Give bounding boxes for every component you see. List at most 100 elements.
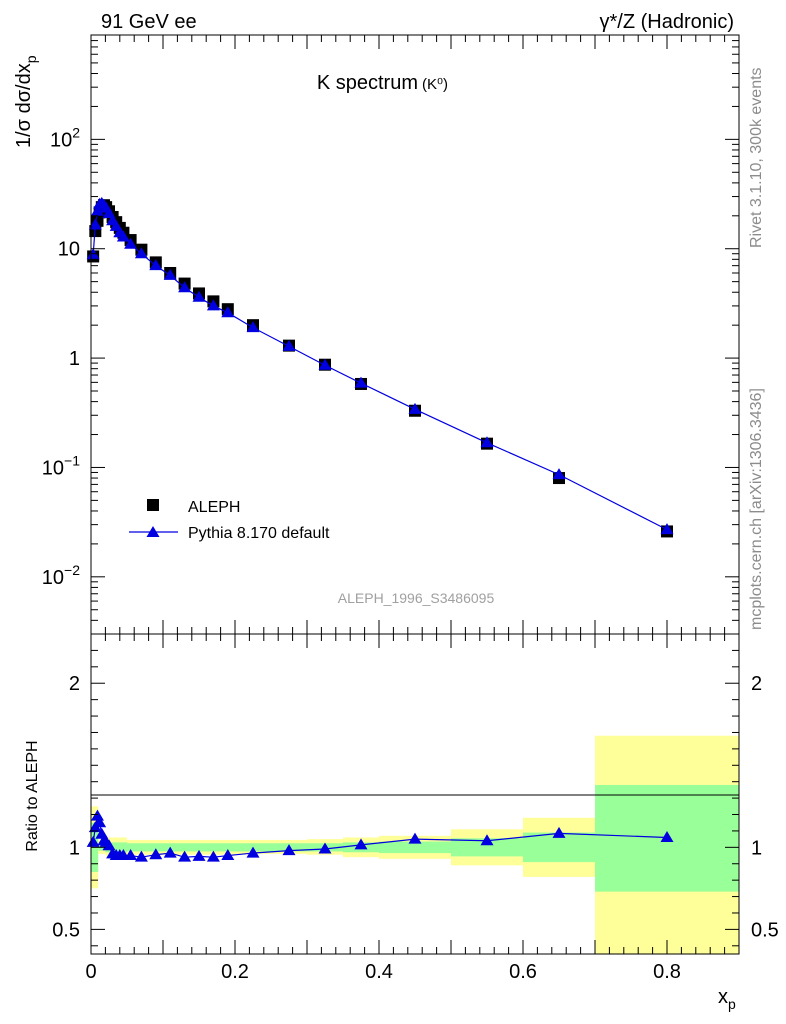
header-process-label: γ*/Z (Hadronic) [600,11,734,33]
ratio-data-layer [86,809,674,862]
band-green [127,843,235,852]
pythia-point [116,230,130,242]
ratio-point [178,850,192,862]
x-tick-label: 0 [85,961,96,983]
x-tick-label: 0.8 [653,961,681,983]
y-tick-label: 10−1 [42,452,80,479]
ratio-y-tick-label-right: 0.5 [751,919,779,941]
ratio-y-tick-labels: 0.5 0.5 1 1 2 2 [52,673,779,941]
x-axis-label: xp [718,986,736,1012]
pythia-point [282,339,296,351]
ratio-point [246,846,260,858]
spectrum-axis-ticks [90,34,740,635]
y-tick-label: 102 [50,124,80,151]
spectrum-data-layer [86,196,674,538]
pythia-point [206,299,220,311]
pythia-point [660,523,674,535]
ratio-point [552,826,566,838]
ratio-point [480,834,494,846]
pythia-point [246,321,260,333]
ratio-y-tick-label-left: 2 [69,673,80,695]
pythia-point [134,247,148,259]
ratio-point [221,849,235,861]
pythia-point [480,436,494,448]
ratio-point [660,830,674,842]
pythia-line [92,202,668,531]
svg-text:1/σ dσ/dxp: 1/σ dσ/dxp [13,55,39,148]
ratio-y-tick-label-left: 0.5 [52,919,80,941]
pythia-point [90,204,104,216]
mcplots-reference-label: mcplots.cern.ch [arXiv:1306.3436] [748,388,765,630]
spectrum-y-label: 1/σ dσ/dxp [13,55,39,148]
ratio-point [163,846,177,858]
ratio-point [149,848,163,860]
y-tick-base: 10 [50,129,72,151]
chart-title: K spectrum [317,72,418,94]
band-green [235,843,307,852]
pythia-point [318,358,332,370]
ratio-point [93,816,107,828]
band-green [451,838,523,857]
ratio-uncertainty-bands [91,735,739,954]
spectrum-frame [90,34,740,635]
x-label-main: x [718,986,728,1008]
ratio-point [408,832,422,844]
ratio-point [90,809,104,821]
ratio-panel: 0.5 0.51 12 2 0 0.2 0.4 0.6 0.8 Ratio to ALEPH … [24,633,779,1012]
pythia-point [221,306,235,318]
ratio-y-tick-label-right: 2 [751,673,762,695]
legend-pythia-label: Pythia 8.170 default [188,525,330,542]
ratio-point [86,835,100,847]
pythia-point [552,468,566,480]
pythia-point [149,259,163,271]
y-label-main: 1/σ dσ/dx [13,63,35,148]
legend-pythia-marker [146,526,160,537]
y-tick-base: 10 [58,239,80,261]
y-label-subscript: p [23,55,39,63]
legend-aleph-label: ALEPH [188,499,240,516]
ratio-point [318,842,332,854]
y-tick-label: 1 [69,348,80,370]
chart-title-sub: (K⁰) [422,76,448,93]
band-green [379,841,451,854]
ratio-axis-ticks [90,633,740,954]
x-tick-label: 0.2 [221,961,249,983]
y-tick-exponent: −2 [64,562,80,578]
pythia-point [408,402,422,414]
y-tick-base: 10 [42,457,64,479]
x-tick-labels: 0 0.2 0.4 0.6 0.8 [85,961,680,983]
pythia-point [88,218,102,230]
ratio-point [102,839,116,851]
legend: ALEPH Pythia 8.170 default [129,499,330,542]
y-tick-label: 10−2 [42,562,80,589]
ratio-y-tick-label-right: 1 [751,837,762,859]
pythia-point [124,237,138,249]
x-tick-label: 0.4 [365,961,393,983]
analysis-watermark: ALEPH_1996_S3486095 [338,590,495,606]
y-tick-label: 10 [58,239,80,261]
rivet-version-label: Rivet 3.1.10, 300k events [748,67,765,248]
pythia-point [163,268,177,280]
y-tick-exponent: −1 [64,452,80,468]
ratio-point [192,849,206,861]
ratio-point [206,850,220,862]
legend-aleph-marker [147,499,159,511]
pythia-point [192,290,206,302]
ratio-point [95,827,109,839]
x-label-subscript: p [728,996,736,1012]
ratio-y-tick-label-left: 1 [69,837,80,859]
header-energy-label: 91 GeV ee [101,11,197,33]
ratio-point [354,838,368,850]
pythia-point [178,281,192,293]
y-tick-base: 10 [42,567,64,589]
pythia-point [354,376,368,388]
y-tick-base: 1 [69,348,80,370]
band-green [105,842,127,853]
y-tick-exponent: 2 [72,124,80,140]
ratio-frame [90,633,740,955]
ratio-point [134,850,148,862]
ratio-point [282,844,296,856]
